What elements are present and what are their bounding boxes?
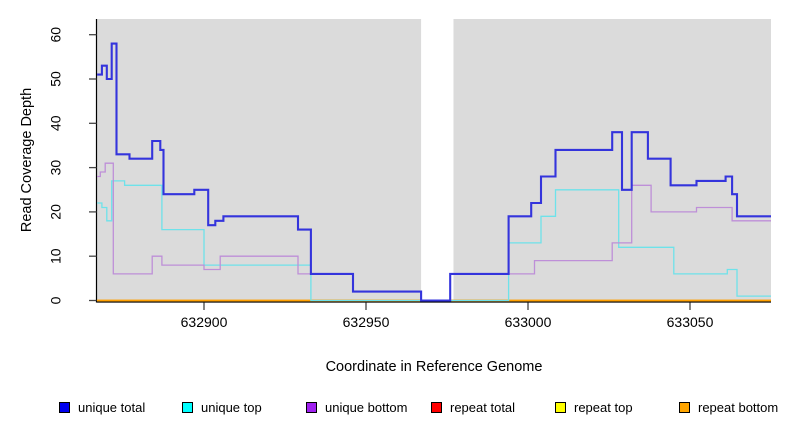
- legend: unique total unique top unique bottom re…: [0, 398, 792, 420]
- y-tick-label: 60: [48, 27, 64, 43]
- unique-bottom-swatch-icon: [306, 401, 317, 413]
- legend-label: unique total: [78, 399, 146, 415]
- series-line-unique-top: [97, 180, 771, 302]
- legend-label: repeat top: [574, 399, 633, 415]
- series-line-unique-total: [97, 42, 771, 302]
- legend-item-repeat-top: repeat top: [555, 398, 633, 416]
- repeat-total-swatch-icon: [431, 401, 442, 413]
- y-tick-label: 40: [48, 115, 64, 131]
- x-tick-label: 632900: [181, 314, 228, 330]
- y-tick-label: 50: [48, 71, 64, 87]
- y-axis-title: Read Coverage Depth: [19, 87, 35, 233]
- legend-label: repeat bottom: [698, 399, 779, 415]
- unique-total-swatch-icon: [59, 401, 70, 413]
- legend-label: unique bottom: [325, 399, 408, 415]
- legend-label: repeat total: [450, 399, 516, 415]
- legend-item-unique-top: unique top: [182, 398, 262, 416]
- repeat-bottom-swatch-icon: [679, 401, 690, 413]
- repeat-top-swatch-icon: [555, 401, 566, 413]
- x-tick-label: 633000: [505, 314, 552, 330]
- x-tick-label: 633050: [667, 314, 714, 330]
- coverage-gap-region: [421, 19, 454, 302]
- legend-item-unique-total: unique total: [59, 398, 145, 416]
- legend-item-repeat-total: repeat total: [431, 398, 515, 416]
- y-tick-label: 30: [48, 160, 64, 176]
- x-tick-label: 632950: [343, 314, 390, 330]
- y-tick-label: 20: [48, 204, 64, 220]
- unique-top-swatch-icon: [182, 401, 193, 413]
- x-axis-title: Coordinate in Reference Genome: [325, 359, 543, 375]
- legend-item-unique-bottom: unique bottom: [306, 398, 407, 416]
- legend-label: unique top: [201, 399, 262, 415]
- legend-item-repeat-bottom: repeat bottom: [679, 398, 778, 416]
- y-tick-label: 0: [48, 296, 64, 304]
- y-tick-label: 10: [48, 248, 64, 264]
